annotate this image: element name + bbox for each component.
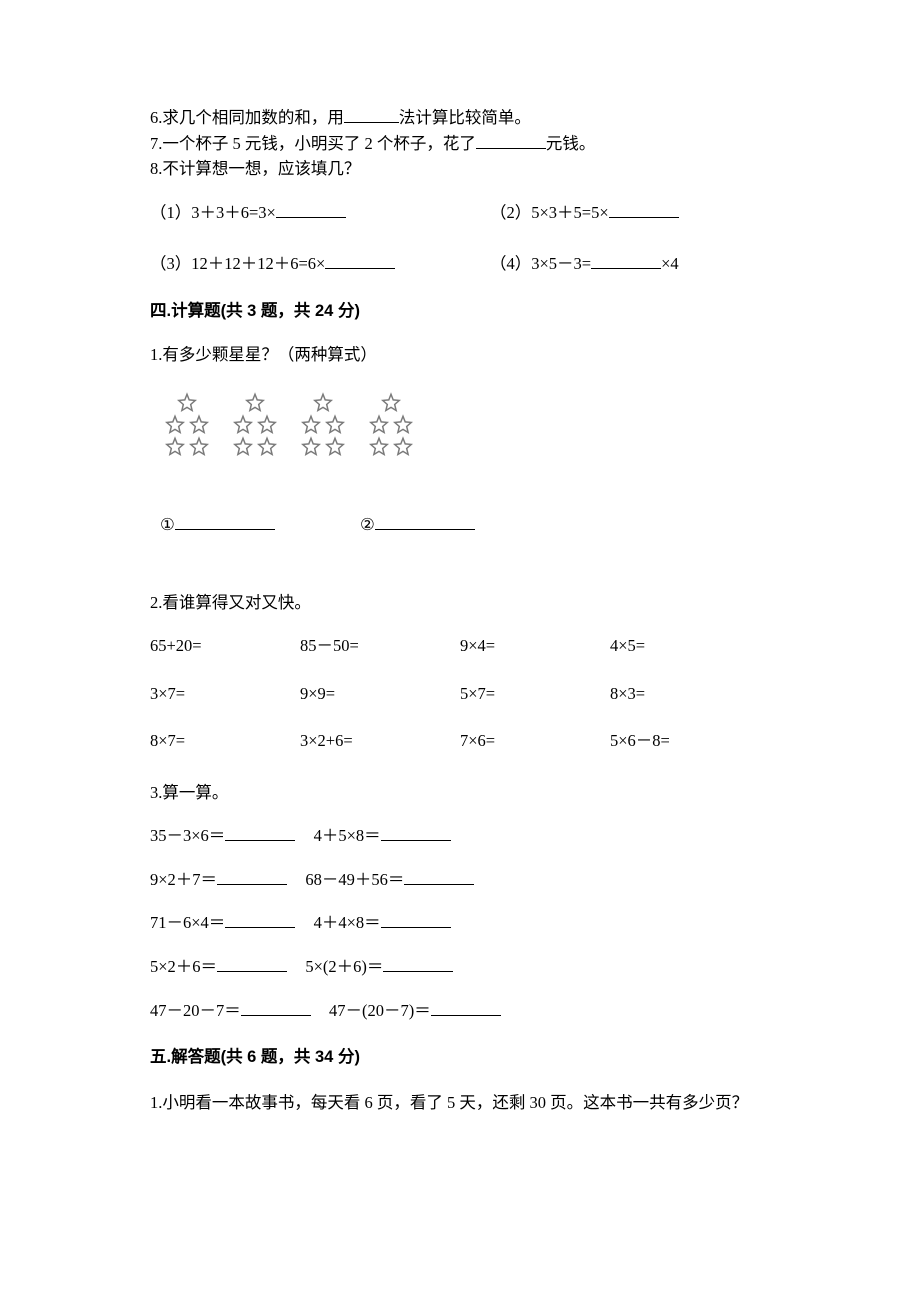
calc-cell: 5×7= xyxy=(460,681,610,707)
question-7: 7.一个杯子 5 元钱，小明买了 2 个杯子，花了 元钱。 xyxy=(150,131,775,157)
q3-expr: 4＋4×8＝ xyxy=(314,913,381,932)
q3-expr: 35－3×6＝ xyxy=(150,826,225,845)
calc-cell: 8×3= xyxy=(610,681,645,707)
q3-expr: 4＋5×8＝ xyxy=(314,826,381,845)
star-icon xyxy=(244,392,266,414)
star-group xyxy=(232,392,278,458)
q8-item-4b: ×4 xyxy=(661,254,679,273)
q3-line: 47－20－7＝ 47－(20－7)＝ xyxy=(150,998,775,1024)
answer-label-1: ① xyxy=(160,515,175,534)
star-icon xyxy=(176,392,198,414)
star-group xyxy=(164,392,210,458)
q3-blank[interactable] xyxy=(217,955,287,973)
q8-blank-4[interactable] xyxy=(591,252,661,270)
q8-blank-3[interactable] xyxy=(325,252,395,270)
s5-q1: 1.小明看一本故事书，每天看 6 页，看了 5 天，还剩 30 页。这本书一共有… xyxy=(150,1089,775,1117)
calc-cell: 85－50= xyxy=(300,633,460,659)
q3-blank[interactable] xyxy=(381,911,451,929)
q8-row1: （1）3＋3＋6=3× （2）5×3＋5=5× xyxy=(150,200,775,226)
star-icon xyxy=(368,436,390,458)
star-icon xyxy=(232,436,254,458)
q3-blank[interactable] xyxy=(225,911,295,929)
q3-expr: 9×2＋7＝ xyxy=(150,870,217,889)
q3-blank[interactable] xyxy=(381,824,451,842)
calc-cell: 65+20= xyxy=(150,633,300,659)
star-group xyxy=(368,392,414,458)
star-icon xyxy=(256,414,278,436)
star-icon xyxy=(300,414,322,436)
star-icon xyxy=(188,436,210,458)
answer-label-2: ② xyxy=(360,515,375,534)
q8-item-3: （3）12＋12＋12＋6=6× xyxy=(150,254,325,273)
q3-expr: 47－(20－7)＝ xyxy=(329,1001,431,1020)
q6-blank[interactable] xyxy=(344,106,399,124)
q7-suffix: 元钱。 xyxy=(546,134,596,153)
q3-blank[interactable] xyxy=(241,998,311,1016)
answer-blank-1[interactable] xyxy=(175,512,275,530)
q3-blank[interactable] xyxy=(225,824,295,842)
q3-blank[interactable] xyxy=(404,867,474,885)
q3-expr: 71－6×4＝ xyxy=(150,913,225,932)
q8-item-4a: （4）3×5－3= xyxy=(490,254,591,273)
q6-suffix: 法计算比较简单。 xyxy=(399,108,531,127)
q8-blank-2[interactable] xyxy=(609,200,679,218)
star-icon xyxy=(368,414,390,436)
q3-line: 71－6×4＝ 4＋4×8＝ xyxy=(150,910,775,936)
calc-cell: 8×7= xyxy=(150,728,300,754)
s4-q3-title: 3.算一算。 xyxy=(150,780,775,806)
q3-blank[interactable] xyxy=(217,867,287,885)
calc-row: 65+20= 85－50= 9×4= 4×5= xyxy=(150,633,775,659)
answer-blank-2[interactable] xyxy=(375,512,475,530)
question-8-title: 8.不计算想一想，应该填几？ xyxy=(150,156,775,182)
star-icon xyxy=(312,392,334,414)
star-icon xyxy=(392,414,414,436)
q7-blank[interactable] xyxy=(476,131,546,149)
q3-expr: 5×(2＋6)＝ xyxy=(305,957,383,976)
q8-blank-1[interactable] xyxy=(276,200,346,218)
star-icon xyxy=(324,414,346,436)
q3-lines: 35－3×6＝ 4＋5×8＝ 9×2＋7＝ 68－49＋56＝ 71－6×4＝ … xyxy=(150,823,775,1023)
s4-q1-answers: ① ② xyxy=(160,512,775,538)
star-icon xyxy=(300,436,322,458)
star-icon xyxy=(232,414,254,436)
star-icon xyxy=(392,436,414,458)
q7-prefix: 7.一个杯子 5 元钱，小明买了 2 个杯子，花了 xyxy=(150,134,476,153)
worksheet-page: 6.求几个相同加数的和，用 法计算比较简单。 7.一个杯子 5 元钱，小明买了 2… xyxy=(0,0,920,1302)
q3-blank[interactable] xyxy=(431,998,501,1016)
calc-cell: 5×6－8= xyxy=(610,728,670,754)
star-icon xyxy=(324,436,346,458)
star-icon xyxy=(380,392,402,414)
q8-row2: （3）12＋12＋12＋6=6× （4）3×5－3= ×4 xyxy=(150,251,775,277)
star-group xyxy=(300,392,346,458)
q3-line: 35－3×6＝ 4＋5×8＝ xyxy=(150,823,775,849)
s4-q2-title: 2.看谁算得又对又快。 xyxy=(150,590,775,616)
q3-blank[interactable] xyxy=(383,955,453,973)
calc-cell: 4×5= xyxy=(610,633,645,659)
calc-row: 8×7= 3×2+6= 7×6= 5×6－8= xyxy=(150,728,775,754)
q3-line: 5×2＋6＝ 5×(2＋6)＝ xyxy=(150,954,775,980)
question-6: 6.求几个相同加数的和，用 法计算比较简单。 xyxy=(150,105,775,131)
q3-expr: 5×2＋6＝ xyxy=(150,957,217,976)
calc-cell: 9×4= xyxy=(460,633,610,659)
q3-line: 9×2＋7＝ 68－49＋56＝ xyxy=(150,867,775,893)
calc-cell: 9×9= xyxy=(300,681,460,707)
calc-cell: 3×2+6= xyxy=(300,728,460,754)
star-icon xyxy=(164,436,186,458)
s4-q1-text: 1.有多少颗星星？（两种算式） xyxy=(150,342,775,368)
section-4-title: 四.计算题(共 3 题，共 24 分) xyxy=(150,299,775,325)
q3-expr: 47－20－7＝ xyxy=(150,1001,241,1020)
star-icon xyxy=(256,436,278,458)
calc-grid: 65+20= 85－50= 9×4= 4×5= 3×7= 9×9= 5×7= 8… xyxy=(150,633,775,754)
calc-row: 3×7= 9×9= 5×7= 8×3= xyxy=(150,681,775,707)
q3-expr: 68－49＋56＝ xyxy=(305,870,404,889)
stars-figure xyxy=(164,392,775,458)
q8-item-2: （2）5×3＋5=5× xyxy=(490,203,609,222)
q8-item-1: （1）3＋3＋6=3× xyxy=(150,203,276,222)
star-icon xyxy=(164,414,186,436)
section-5-title: 五.解答题(共 6 题，共 34 分) xyxy=(150,1045,775,1071)
calc-cell: 3×7= xyxy=(150,681,300,707)
calc-cell: 7×6= xyxy=(460,728,610,754)
q6-prefix: 6.求几个相同加数的和，用 xyxy=(150,108,344,127)
star-icon xyxy=(188,414,210,436)
